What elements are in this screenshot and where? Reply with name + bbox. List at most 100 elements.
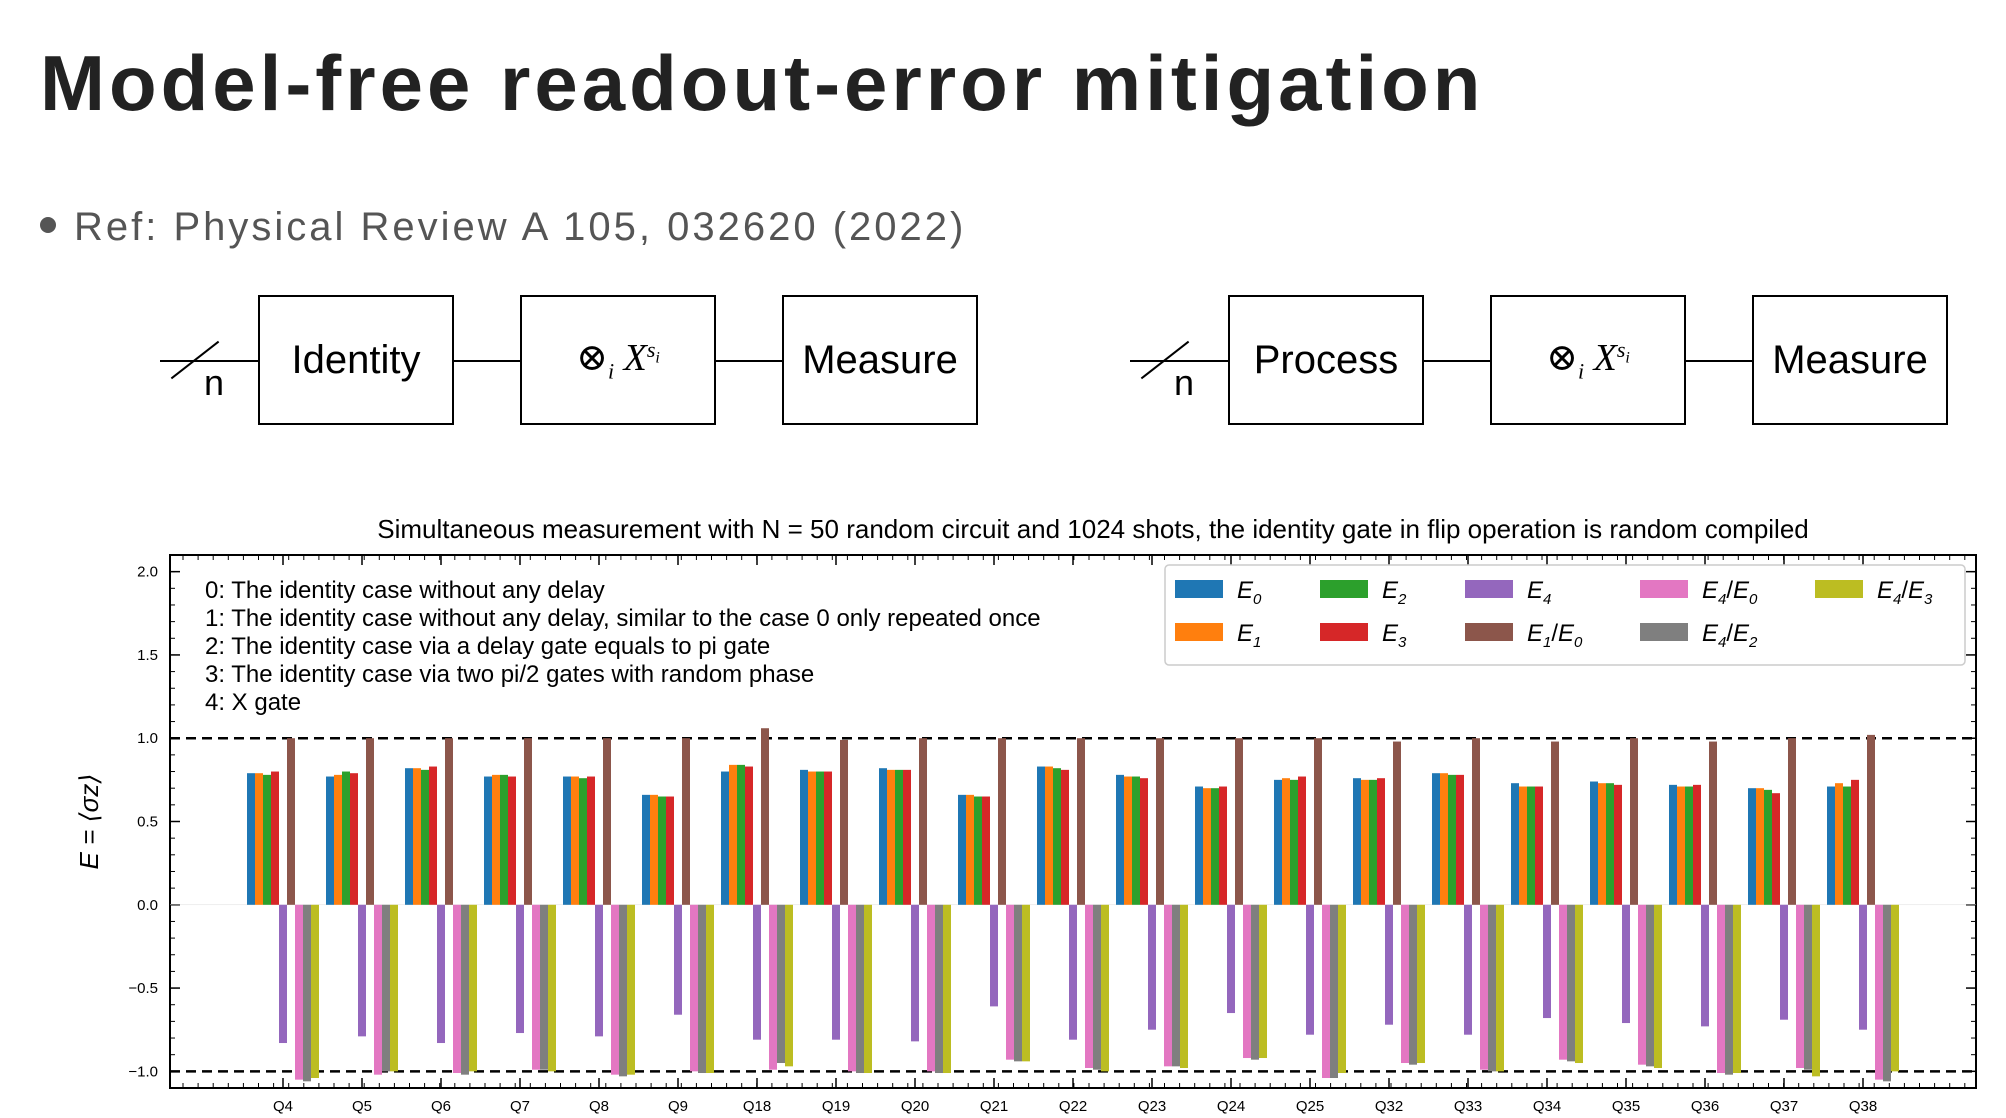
bar	[1527, 786, 1535, 905]
bar	[761, 728, 769, 905]
bar	[879, 768, 887, 905]
bar	[1590, 781, 1598, 905]
bar	[1156, 738, 1164, 905]
register-label: n	[204, 362, 225, 403]
case-note: 3: The identity case via two pi/2 gates …	[205, 661, 814, 688]
bar	[1022, 904, 1030, 1062]
x-tick-label: Q33	[1454, 1098, 1482, 1115]
bar	[1646, 904, 1654, 1067]
bar	[690, 904, 698, 1072]
bar	[1875, 904, 1883, 1080]
y-tick-label: 1.5	[137, 647, 158, 664]
bar	[1298, 776, 1306, 905]
x-tick-label: Q4	[273, 1098, 293, 1115]
x-tick-label: Q24	[1217, 1098, 1245, 1115]
bar	[1804, 904, 1812, 1070]
bar	[303, 904, 311, 1082]
bar	[1124, 776, 1132, 905]
bar	[445, 738, 453, 905]
x-tick-label: Q6	[431, 1098, 451, 1115]
bar	[247, 773, 255, 905]
bar	[571, 776, 579, 905]
bar	[326, 776, 334, 905]
bar	[1227, 904, 1235, 1014]
x-tick-label: Q35	[1612, 1098, 1640, 1115]
bar	[1116, 774, 1124, 905]
bar	[935, 904, 943, 1074]
bar	[706, 904, 714, 1074]
bar	[848, 904, 856, 1072]
bar	[1409, 904, 1417, 1065]
bar	[1511, 783, 1519, 905]
bar	[1859, 904, 1867, 1030]
bar	[619, 904, 627, 1077]
legend-swatch	[1640, 623, 1688, 641]
legend-label: E1	[1237, 620, 1261, 651]
bar	[563, 776, 571, 905]
bar	[832, 904, 840, 1040]
bar	[1385, 904, 1393, 1025]
bar	[1219, 786, 1227, 905]
bar	[1274, 779, 1282, 905]
bar	[271, 771, 279, 905]
bar	[1164, 904, 1172, 1067]
y-tick-label: 0.0	[137, 897, 158, 914]
bar	[500, 774, 508, 905]
bar	[595, 904, 603, 1037]
bar	[698, 904, 706, 1074]
bar	[1693, 784, 1701, 905]
wire	[454, 360, 520, 362]
bar	[1796, 904, 1804, 1069]
bar	[287, 738, 295, 905]
bar	[650, 794, 658, 905]
bar	[366, 738, 374, 905]
x-tick-label: Q37	[1770, 1098, 1798, 1115]
bar	[1172, 904, 1180, 1067]
case-note: 0: The identity case without any delay	[205, 577, 605, 604]
y-tick-label: 0.5	[137, 814, 158, 831]
bar	[587, 776, 595, 905]
bar	[895, 769, 903, 905]
bar	[887, 769, 895, 905]
x-tick-label: Q38	[1849, 1098, 1877, 1115]
bar	[808, 771, 816, 905]
bar	[1788, 738, 1796, 905]
case-note: 4: X gate	[205, 689, 301, 716]
x-tick-label: Q36	[1691, 1098, 1719, 1115]
bar	[864, 904, 872, 1074]
case-note: 1: The identity case without any delay, …	[205, 605, 1041, 632]
bar	[1827, 786, 1835, 905]
bar	[919, 738, 927, 905]
bar	[358, 904, 366, 1037]
bar	[1045, 766, 1053, 905]
y-tick-label: 1.0	[137, 730, 158, 747]
bar	[382, 904, 390, 1072]
bar	[840, 739, 848, 905]
x-tick-label: Q22	[1059, 1098, 1087, 1115]
measure-box: Measure	[782, 295, 978, 425]
bar	[1456, 774, 1464, 905]
bar	[1733, 904, 1741, 1074]
legend-swatch	[1815, 580, 1863, 598]
bar	[311, 904, 319, 1079]
bar	[1101, 904, 1109, 1072]
bar	[413, 768, 421, 905]
bar	[1756, 788, 1764, 905]
bar	[1535, 786, 1543, 905]
bar	[1195, 786, 1203, 905]
bar	[579, 778, 587, 905]
register-label: n	[1174, 362, 1195, 403]
bar	[1306, 904, 1314, 1035]
bar	[1290, 779, 1298, 905]
legend-label: E4	[1527, 577, 1551, 608]
legend-label: E0	[1237, 577, 1262, 608]
bar	[516, 904, 524, 1034]
bar	[1282, 778, 1290, 905]
x-tick-label: Q32	[1375, 1098, 1403, 1115]
bar	[1132, 776, 1140, 905]
bar	[1851, 779, 1859, 905]
bar	[1006, 904, 1014, 1060]
bar	[1330, 904, 1338, 1079]
bar	[1061, 769, 1069, 905]
bar	[1314, 738, 1322, 905]
